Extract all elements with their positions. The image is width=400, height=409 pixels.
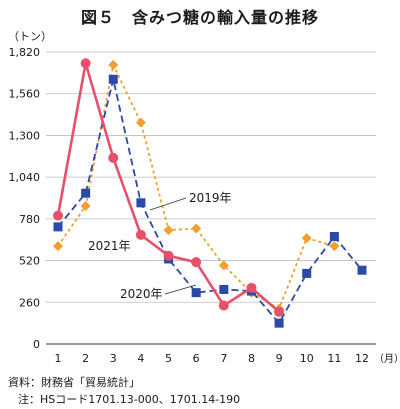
series-2019-point <box>218 260 229 271</box>
series-2019-point <box>108 59 119 70</box>
series-2020-point <box>136 198 146 208</box>
series-2019-point <box>329 241 340 252</box>
label-2019-leader <box>149 197 187 211</box>
y-tick-label: 1,300 <box>9 129 41 142</box>
series-2021-point <box>53 210 63 221</box>
series-2021-point <box>274 306 285 317</box>
y-axis-unit: （トン） <box>8 30 52 43</box>
y-tick-label: 1,560 <box>9 88 41 101</box>
series-2020-point <box>357 265 367 275</box>
y-tick-label: 1,040 <box>9 171 41 184</box>
source-note: 資料：財務省「貿易統計」 <box>8 376 140 389</box>
label-2021: 2021年 <box>88 239 131 253</box>
x-tick-label: 10 <box>300 352 314 365</box>
series-2021-point <box>108 152 119 163</box>
gridlines <box>46 51 376 345</box>
x-tick-label: 5 <box>165 352 172 365</box>
series-2021-point <box>218 300 229 311</box>
label-2020: 2020年 <box>120 287 163 301</box>
x-tick-label: 12 <box>355 352 369 365</box>
series-2020-point <box>274 318 284 328</box>
series-2021-point <box>191 257 202 268</box>
x-tick-label: 8 <box>248 352 255 365</box>
series-2021-line <box>56 62 280 313</box>
series-2019-point <box>301 233 312 244</box>
series-2021-point <box>163 250 174 261</box>
series-2020-point <box>219 284 229 294</box>
x-tick-label: 1 <box>55 352 62 365</box>
hs-code-note: 注：HSコード1701.13-000、1701.14-190 <box>18 393 241 406</box>
series-2020-line <box>57 79 363 325</box>
series-2019-point <box>80 201 91 212</box>
x-tick-label: 2 <box>82 352 89 365</box>
y-tick-label: 1,820 <box>9 46 41 59</box>
y-tick-label: 520 <box>19 255 40 268</box>
series-2019-point <box>191 223 202 234</box>
series-2021-point <box>135 229 146 240</box>
series-2020-point <box>329 232 339 242</box>
series-2019-point <box>53 241 63 252</box>
series-2019-point <box>135 117 146 128</box>
series-2020-point <box>302 268 312 278</box>
series-2019-point <box>163 225 174 236</box>
x-tick-label: 6 <box>193 352 200 365</box>
series-lines <box>53 58 367 328</box>
y-tick-label: 260 <box>19 296 40 309</box>
x-tick-label: 7 <box>220 352 227 365</box>
series-annotations: 2019年 2021年 2020年 <box>88 191 232 301</box>
x-tick-label: 9 <box>276 352 283 365</box>
series-2020-point <box>53 222 63 232</box>
x-tick-label: 4 <box>137 352 144 365</box>
x-tick-label: 11 <box>327 352 341 365</box>
series-2020-point <box>108 74 118 84</box>
x-tick-label: 3 <box>110 352 117 365</box>
series-2021-point <box>246 282 257 293</box>
label-2019: 2019年 <box>189 191 232 205</box>
series-2019-line <box>57 61 335 311</box>
chart-title: 図５ 含みつ糖の輸入量の推移 <box>80 8 319 27</box>
y-tick-label: 780 <box>19 213 40 226</box>
series-2021-point <box>80 58 91 69</box>
label-2020-leader <box>164 284 197 295</box>
x-axis-unit: （月） <box>374 353 400 365</box>
series-2020-point <box>81 188 91 198</box>
y-tick-label: 0 <box>33 338 40 351</box>
series-2020-point <box>191 288 201 298</box>
